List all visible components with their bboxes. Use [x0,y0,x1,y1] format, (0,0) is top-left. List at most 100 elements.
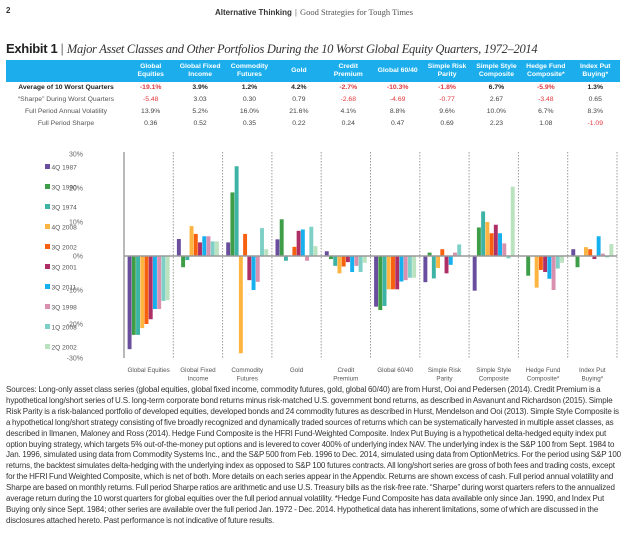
bar-4q-1987 [176,239,181,256]
table-cell: 3.03 [193,96,207,104]
stats-header-row: Global Equities Global Fixed Income Commodit… [6,60,620,82]
table-cell: 3.9% [192,84,208,92]
bar-3q-2002 [588,249,593,256]
bar-2q-2002 [609,244,614,256]
legend-label: 3Q 2002 [52,244,78,251]
x-category-label: Credit [337,367,354,374]
bar-3q-1998 [305,256,310,261]
x-category-label: Buying* [581,376,603,383]
table-cell: 0.69 [440,119,454,127]
publication-name: Alternative Thinking [214,8,292,17]
bar-3q-2011 [498,233,503,256]
bar-3q-2002 [391,256,395,290]
y-tick-label: 0% [73,254,83,261]
bar-3q-2001 [148,256,153,320]
bar-1q-2008 [260,228,264,256]
table-cell: 16.0% [239,107,260,115]
legend-swatch [45,244,50,249]
legend-label: 1Q 2008 [52,324,78,331]
table-cell: -5.48 [142,96,159,104]
bar-3q-2001 [592,256,597,260]
table-cell: 0.35 [242,119,257,127]
bar-4q-1987 [571,249,576,256]
bar-4q-2008 [386,256,391,290]
bar-2q-2002 [313,246,318,256]
column-header: Simple Risk Parity [422,60,472,82]
bar-4q-1987 [226,242,231,256]
header-separator: | [294,8,297,17]
bar-3q-2011 [152,256,157,310]
x-category-label: Global 60/40 [377,367,413,374]
legend-label: 3Q 2011 [52,284,77,291]
table-cell: -0.77 [439,96,455,104]
row-label: Full Period Annual Volatility [25,107,107,115]
bar-3q-2002 [243,233,248,256]
bar-1q-2008 [457,244,462,256]
bar-3q-1998 [453,252,457,256]
column-header-line: Income [188,71,212,78]
legend-swatch [45,304,50,309]
bar-3q-1998 [206,236,211,256]
bar-3q-2002 [538,256,543,270]
table-cell: 0.24 [341,119,355,127]
row-label: Full Period Sharpe [37,119,95,127]
x-category-label: Global Fixed [180,367,216,374]
bar-3q-2011 [596,236,601,256]
x-category-label: Income [188,376,209,383]
table-cell: 0.36 [144,119,158,127]
column-header-line: Commodity [230,62,269,70]
column-header: Credit Premium [323,60,373,82]
legend-label: 3Q 1974 [52,204,78,211]
bar-4q-2008 [189,226,194,256]
column-header-line: Index Put [579,62,611,70]
column-header-line: Equities [137,71,164,78]
table-row: Average of 10 Worst Quarters -19.1% 3.9% 1.… [6,82,620,94]
bar-3q-2001 [543,256,548,272]
exhibit-separator: | [60,41,64,56]
table-cell: 1.08 [539,119,553,127]
bar-3q-2001 [444,256,449,274]
bar-3q-2001 [395,256,400,290]
table-cell: -19.1% [139,84,162,92]
table-cell: 10.0% [486,107,507,115]
bar-3q-2002 [341,256,346,267]
table-row: Full Period Sharpe 0.36 0.52 0.35 0.22 0.24 0.… [6,117,620,129]
bar-2q-2002 [362,256,367,263]
x-category-label: Simple Risk [428,367,462,374]
column-header-line: Gold [291,66,307,74]
x-category-label: Commodity [231,367,264,374]
bar-3q-2001 [296,230,301,256]
bar-3q-1998 [157,256,162,310]
bar-3q-1990 [181,256,186,268]
bar-4q-2008 [238,256,243,354]
x-category-label: Parity [436,376,453,383]
legend-swatch [45,224,50,229]
bar-3q-1990 [230,192,235,256]
y-tick-label: -10% [67,288,83,295]
column-header-line: Global 60/40 [377,66,418,74]
x-category-label: Simple Style [476,367,511,374]
bar-3q-2002 [144,256,149,324]
bar-3q-1998 [600,253,605,256]
exhibit-caption: Major Asset Classes and Other Portfolios… [66,42,538,56]
legend-swatch [45,184,50,189]
bar-4q-2008 [436,256,441,268]
bar-3q-2002 [193,233,198,256]
bar-1q-2008 [555,256,560,269]
table-cell: 4.2% [291,84,307,92]
bar-1q-2008 [407,256,412,278]
bar-3q-1974 [136,256,140,335]
bar-4q-1987 [324,251,329,256]
y-tick-label: 20% [69,186,83,193]
bar-4q-2008 [583,247,588,256]
table-cell: 0.47 [391,119,405,127]
table-cell: 1.2% [241,84,258,92]
bar-3q-1998 [551,256,556,290]
bar-3q-2001 [198,242,202,256]
column-header-line: Global Fixed [179,62,221,70]
table-cell: 0.65 [588,96,602,104]
column-header-line: Global [140,62,162,70]
table-cell: 0.79 [292,96,306,104]
publication-subtitle: Good Strategies for Tough Times [299,7,414,17]
column-header-line: Simple Risk [427,62,467,70]
